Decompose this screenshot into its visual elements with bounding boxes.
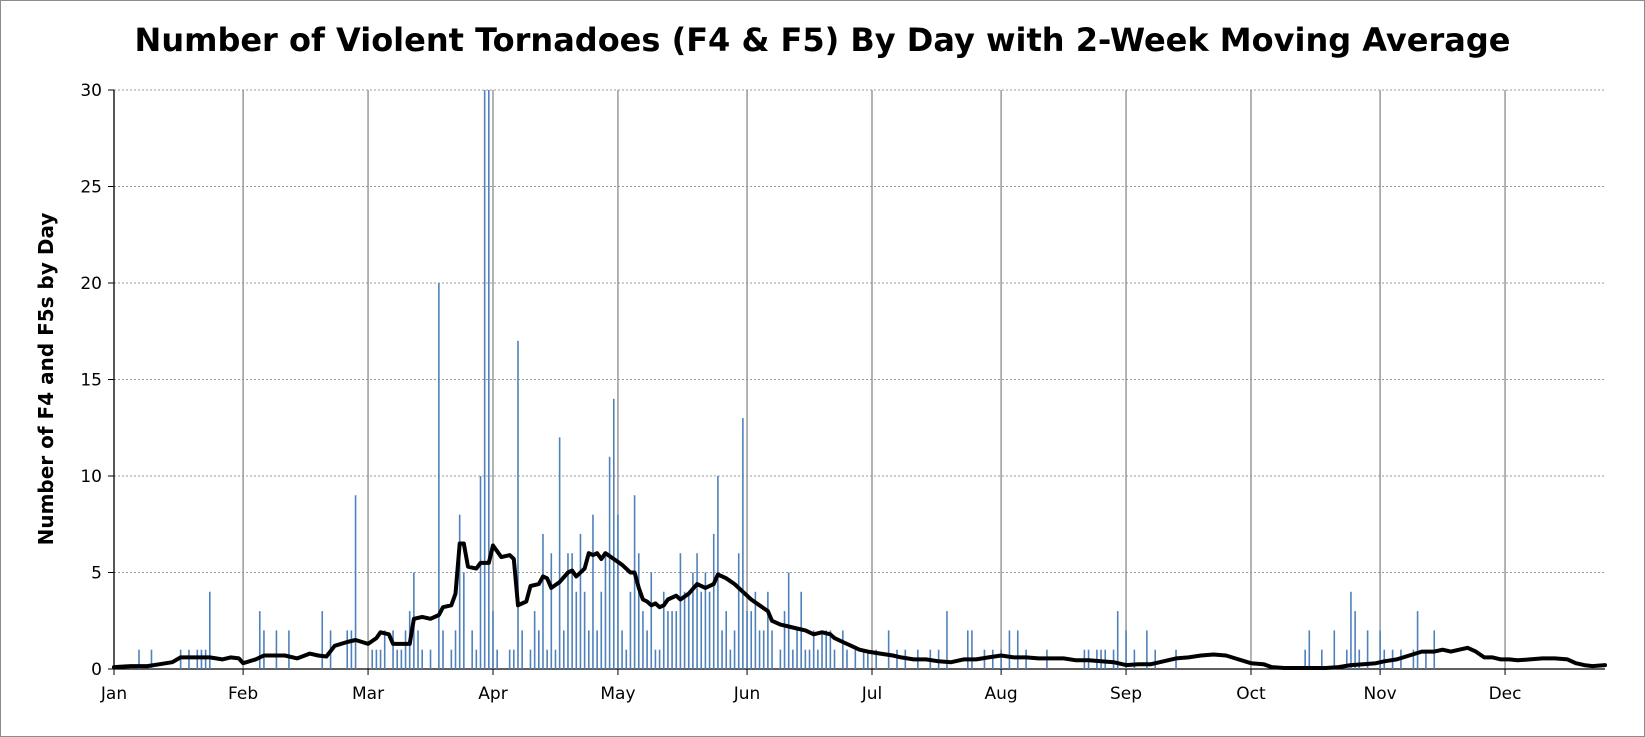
x-tick-label: Jan bbox=[100, 684, 127, 704]
x-tick-label: Jul bbox=[861, 684, 883, 704]
x-tick-label: Jun bbox=[733, 684, 761, 704]
x-tick-label: Mar bbox=[352, 684, 384, 704]
y-tick-label: 5 bbox=[91, 564, 102, 584]
y-tick-label: 10 bbox=[80, 467, 102, 487]
moving-average-line bbox=[112, 541, 1607, 670]
x-tick-label: Nov bbox=[1364, 684, 1397, 704]
x-tick-label: Dec bbox=[1489, 684, 1522, 704]
y-tick-label: 20 bbox=[80, 274, 102, 294]
chart-title: Number of Violent Tornadoes (F4 & F5) By… bbox=[134, 21, 1511, 59]
x-tick-label: May bbox=[600, 684, 635, 704]
y-tick-label: 30 bbox=[80, 81, 102, 101]
y-tick-label: 15 bbox=[80, 371, 102, 391]
y-tick-label: 0 bbox=[91, 660, 102, 680]
x-tick-label: Aug bbox=[985, 684, 1018, 704]
y-tick-label: 25 bbox=[80, 178, 102, 198]
x-tick-label: Apr bbox=[478, 684, 507, 704]
x-tick-label: Oct bbox=[1236, 684, 1266, 704]
x-tick-label: Sep bbox=[1110, 684, 1142, 704]
x-tick-label: Feb bbox=[228, 684, 258, 704]
